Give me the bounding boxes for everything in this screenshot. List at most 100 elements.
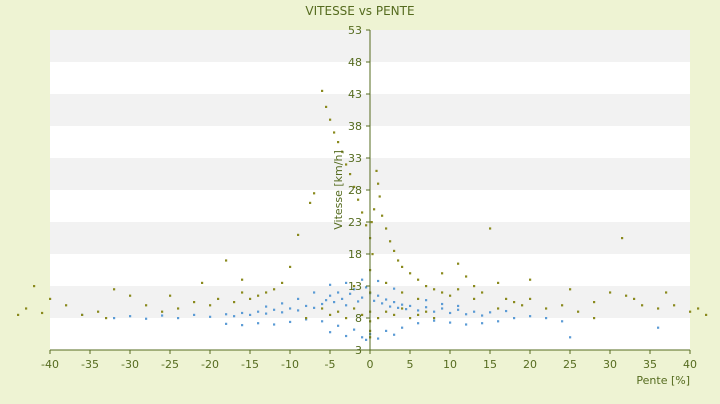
data-point-series-1 xyxy=(353,328,356,331)
data-point-series-1 xyxy=(297,297,300,300)
data-point-series-1 xyxy=(657,326,660,329)
y-axis-label: Vitesse [km/h] xyxy=(332,150,345,230)
x-tick-label: 30 xyxy=(603,358,617,371)
data-point-series-1 xyxy=(405,308,408,311)
data-point-series-2 xyxy=(441,272,444,275)
data-point-series-2 xyxy=(337,141,340,144)
data-point-series-2 xyxy=(425,310,428,313)
data-point-series-1 xyxy=(397,306,400,309)
data-point-series-2 xyxy=(409,272,412,275)
data-point-series-2 xyxy=(365,224,368,227)
data-point-series-2 xyxy=(33,285,36,288)
data-point-series-2 xyxy=(393,249,396,252)
data-point-series-1 xyxy=(361,336,364,339)
data-point-series-2 xyxy=(373,208,376,211)
data-point-series-1 xyxy=(481,322,484,325)
data-point-series-2 xyxy=(297,233,300,236)
data-point-series-1 xyxy=(393,333,396,336)
data-point-series-2 xyxy=(697,307,700,310)
data-point-series-2 xyxy=(375,169,378,172)
data-point-series-2 xyxy=(361,211,364,214)
data-point-series-1 xyxy=(465,313,468,316)
data-point-series-2 xyxy=(417,313,420,316)
data-point-series-1 xyxy=(529,315,532,318)
data-point-series-2 xyxy=(321,89,324,92)
data-point-series-1 xyxy=(233,315,236,318)
data-point-series-2 xyxy=(401,307,404,310)
data-point-series-2 xyxy=(473,297,476,300)
data-point-series-2 xyxy=(489,227,492,230)
y-tick-label: 28 xyxy=(348,184,362,197)
data-point-series-1 xyxy=(273,308,276,311)
chart-title: VITESSE vs PENTE xyxy=(305,4,414,18)
data-point-series-1 xyxy=(341,297,344,300)
data-point-series-2 xyxy=(49,297,52,300)
data-point-series-2 xyxy=(41,311,44,315)
data-point-series-2 xyxy=(473,285,476,288)
data-point-series-2 xyxy=(377,317,380,320)
data-point-series-2 xyxy=(641,304,644,307)
data-point-series-1 xyxy=(373,299,376,302)
x-tick-label: 40 xyxy=(683,358,697,371)
data-point-series-1 xyxy=(513,317,516,320)
data-point-series-1 xyxy=(289,320,292,324)
data-point-series-1 xyxy=(389,305,392,308)
data-point-series-1 xyxy=(401,303,404,306)
data-point-series-1 xyxy=(365,338,368,341)
data-point-series-2 xyxy=(217,297,220,300)
data-point-series-1 xyxy=(193,313,196,316)
data-point-series-2 xyxy=(370,221,373,224)
data-point-series-2 xyxy=(129,294,132,297)
data-point-series-1 xyxy=(401,326,404,329)
data-point-series-2 xyxy=(329,313,332,316)
x-tick-label: -10 xyxy=(281,358,299,371)
y-tick-label: 33 xyxy=(348,152,362,165)
y-tick-label: 8 xyxy=(355,312,362,325)
data-point-series-2 xyxy=(689,310,692,313)
data-point-series-1 xyxy=(345,334,348,338)
data-point-series-2 xyxy=(325,105,328,108)
data-point-series-2 xyxy=(349,173,352,176)
data-point-series-1 xyxy=(465,323,468,326)
data-point-series-2 xyxy=(329,118,332,121)
data-point-series-2 xyxy=(357,198,360,201)
data-point-series-2 xyxy=(545,307,548,310)
data-point-series-2 xyxy=(341,150,344,153)
data-point-series-1 xyxy=(361,296,364,299)
data-point-series-1 xyxy=(113,317,116,320)
data-point-series-2 xyxy=(201,281,204,284)
data-point-series-2 xyxy=(193,301,196,304)
data-point-series-2 xyxy=(233,301,236,304)
data-point-series-1 xyxy=(449,321,452,324)
data-point-series-2 xyxy=(345,163,348,166)
y-tick-label: 48 xyxy=(348,56,362,69)
data-point-series-1 xyxy=(273,323,276,326)
data-point-series-2 xyxy=(497,307,500,310)
data-point-series-1 xyxy=(329,294,332,297)
x-tick-label: -30 xyxy=(121,358,139,371)
data-point-series-1 xyxy=(377,279,380,283)
data-point-series-1 xyxy=(441,302,444,306)
data-point-series-2 xyxy=(449,294,452,297)
data-point-series-2 xyxy=(81,313,84,316)
data-point-series-2 xyxy=(513,301,516,304)
data-point-series-1 xyxy=(313,291,316,294)
data-point-series-1 xyxy=(409,304,412,308)
y-tick-label: 3 xyxy=(355,344,362,357)
data-point-series-2 xyxy=(249,297,252,300)
data-point-series-1 xyxy=(325,299,328,302)
data-point-series-2 xyxy=(385,281,388,284)
data-point-series-2 xyxy=(289,265,292,268)
data-point-series-2 xyxy=(273,288,276,291)
y-tick-label: 23 xyxy=(348,216,362,229)
data-point-series-1 xyxy=(265,305,268,308)
data-point-series-1 xyxy=(313,306,316,309)
y-tick-label: 43 xyxy=(348,88,362,101)
data-point-series-1 xyxy=(357,300,360,303)
data-point-series-2 xyxy=(353,285,356,288)
data-point-series-2 xyxy=(433,317,436,320)
data-point-series-1 xyxy=(249,313,252,316)
data-point-series-2 xyxy=(625,294,628,297)
